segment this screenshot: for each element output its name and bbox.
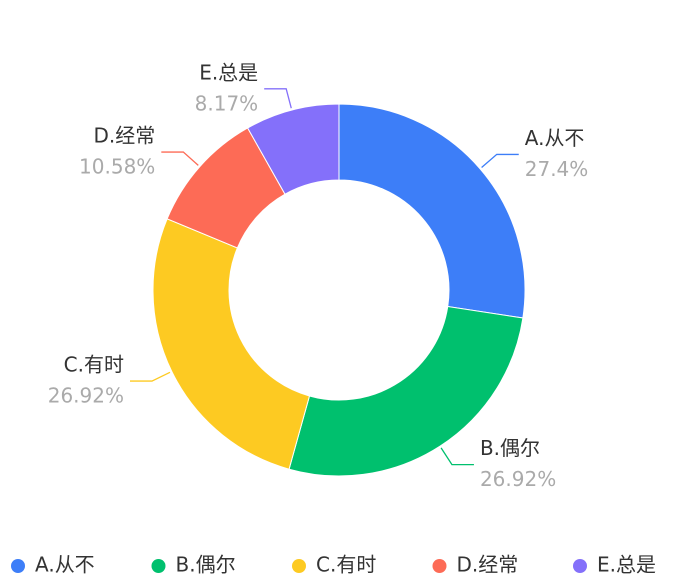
leader-line (264, 88, 292, 109)
legend-label: B.偶尔 (176, 553, 236, 577)
legend-marker (432, 559, 447, 573)
value-label: 10.58% (79, 155, 155, 179)
slice (246, 103, 340, 195)
legend-label: C.有时 (316, 553, 376, 577)
legend-label: A.从不 (35, 553, 95, 577)
value-label: 8.17% (195, 91, 259, 115)
slice (152, 218, 311, 470)
leader-line (440, 447, 474, 466)
slice-label: E.总是 (199, 60, 258, 84)
legend-marker (11, 559, 25, 573)
slice-label: B.偶尔 (480, 436, 540, 460)
slice (338, 103, 526, 319)
value-label: 26.92% (480, 467, 556, 491)
legend-marker (573, 559, 587, 573)
slice-label: A.从不 (525, 126, 585, 150)
value-label: 27.4% (525, 157, 589, 181)
slice-label: C.有时 (64, 353, 124, 377)
leader-line (161, 151, 199, 166)
leader-line (129, 371, 171, 382)
legend-label: E.总是 (597, 553, 656, 577)
legend-marker (151, 559, 166, 573)
legend-label: D.经常 (457, 553, 519, 577)
value-label: 26.92% (48, 384, 124, 408)
slice (288, 305, 524, 477)
slice-label: D.经常 (94, 124, 156, 148)
legend-marker (292, 559, 306, 573)
leader-line (481, 153, 519, 168)
